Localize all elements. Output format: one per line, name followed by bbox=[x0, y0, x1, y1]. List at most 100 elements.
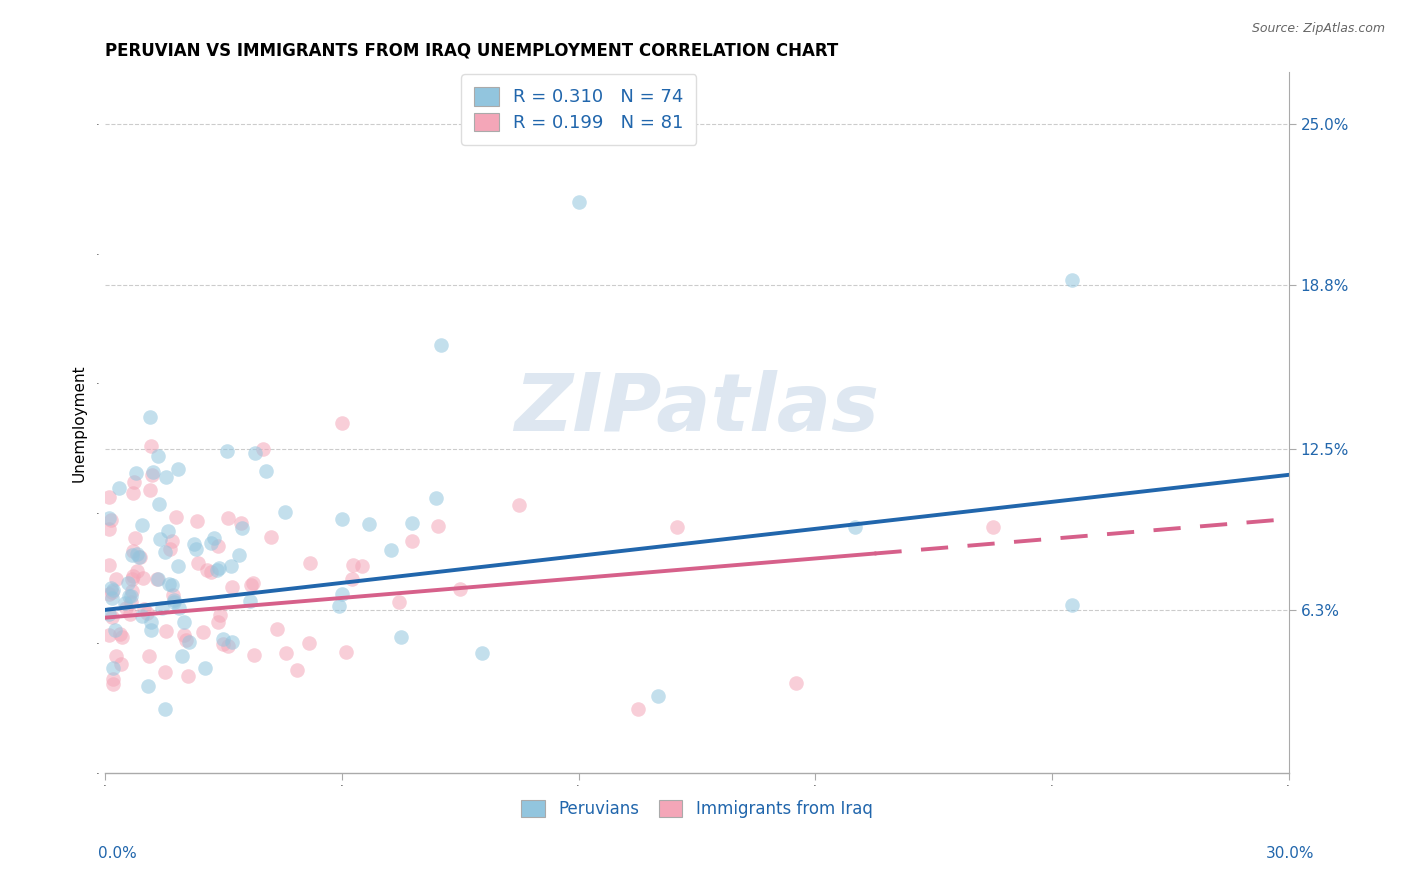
Point bbox=[100, 581, 122, 595]
Point bbox=[254, 464, 277, 478]
Point bbox=[380, 542, 402, 557]
Point bbox=[471, 646, 494, 660]
Point bbox=[425, 491, 447, 506]
Point bbox=[340, 573, 363, 587]
Point bbox=[110, 630, 132, 644]
Point bbox=[98, 607, 121, 621]
Point bbox=[117, 575, 139, 590]
Point bbox=[100, 513, 122, 527]
Point bbox=[217, 639, 239, 653]
Point bbox=[101, 591, 124, 606]
Point bbox=[195, 563, 218, 577]
Point bbox=[401, 534, 423, 549]
Point bbox=[153, 545, 176, 559]
Point bbox=[136, 679, 159, 693]
Point bbox=[163, 595, 186, 609]
Point bbox=[159, 542, 181, 557]
Point bbox=[200, 536, 222, 550]
Point bbox=[118, 589, 141, 603]
Point bbox=[1060, 273, 1083, 287]
Point bbox=[98, 587, 121, 601]
Text: PERUVIAN VS IMMIGRANTS FROM IRAQ UNEMPLOYMENT CORRELATION CHART: PERUVIAN VS IMMIGRANTS FROM IRAQ UNEMPLO… bbox=[105, 42, 838, 60]
Point bbox=[207, 539, 229, 553]
Text: Source: ZipAtlas.com: Source: ZipAtlas.com bbox=[1251, 22, 1385, 36]
Point bbox=[129, 550, 152, 565]
Point bbox=[1060, 598, 1083, 612]
Point bbox=[242, 575, 264, 590]
Point bbox=[184, 541, 207, 556]
Point bbox=[167, 601, 190, 615]
Point bbox=[98, 558, 121, 572]
Point bbox=[139, 409, 162, 424]
Point bbox=[138, 649, 160, 664]
Point bbox=[121, 549, 143, 563]
Point bbox=[141, 623, 163, 637]
Point bbox=[202, 531, 225, 545]
Point bbox=[330, 587, 353, 601]
Point bbox=[124, 531, 146, 545]
Point bbox=[207, 561, 229, 575]
Point bbox=[298, 635, 321, 649]
Point bbox=[163, 593, 186, 607]
Point bbox=[243, 446, 266, 460]
Point bbox=[150, 601, 173, 615]
Point bbox=[127, 547, 149, 561]
Point bbox=[335, 645, 357, 659]
Point bbox=[666, 520, 689, 534]
Point bbox=[207, 615, 229, 630]
Point bbox=[153, 702, 176, 716]
Point bbox=[108, 627, 131, 641]
Point bbox=[217, 511, 239, 525]
Point bbox=[274, 505, 297, 519]
Point bbox=[148, 497, 170, 511]
Point bbox=[208, 607, 231, 622]
Point bbox=[252, 442, 274, 456]
Point bbox=[98, 511, 121, 525]
Point bbox=[342, 558, 364, 572]
Point bbox=[173, 627, 195, 641]
Point bbox=[211, 632, 233, 647]
Point bbox=[359, 516, 381, 531]
Point bbox=[115, 601, 138, 615]
Point bbox=[193, 661, 215, 675]
Point bbox=[118, 607, 141, 622]
Point bbox=[179, 635, 201, 649]
Point bbox=[186, 514, 208, 528]
Point bbox=[429, 338, 451, 352]
Point bbox=[242, 648, 264, 662]
Point bbox=[167, 461, 190, 475]
Point bbox=[141, 439, 163, 453]
Point bbox=[114, 596, 136, 610]
Point bbox=[193, 625, 215, 640]
Point bbox=[136, 606, 159, 620]
Point bbox=[101, 672, 124, 686]
Point bbox=[427, 518, 450, 533]
Point bbox=[101, 677, 124, 691]
Point bbox=[183, 536, 205, 550]
Point bbox=[352, 559, 374, 574]
Point bbox=[266, 623, 288, 637]
Point bbox=[217, 443, 239, 458]
Point bbox=[145, 572, 167, 586]
Point bbox=[211, 637, 233, 651]
Point bbox=[259, 530, 281, 544]
Point bbox=[219, 559, 242, 574]
Point bbox=[299, 556, 322, 570]
Point bbox=[121, 572, 143, 586]
Point bbox=[167, 559, 190, 574]
Point bbox=[120, 595, 142, 609]
Point bbox=[187, 557, 209, 571]
Point bbox=[207, 563, 229, 577]
Point bbox=[508, 498, 530, 512]
Point bbox=[98, 490, 121, 504]
Point bbox=[229, 516, 252, 530]
Point bbox=[139, 483, 162, 497]
Point bbox=[122, 569, 145, 583]
Point bbox=[239, 594, 262, 608]
Point bbox=[330, 512, 353, 526]
Point bbox=[110, 657, 132, 672]
Point bbox=[128, 550, 150, 565]
Point bbox=[98, 628, 121, 642]
Point bbox=[125, 466, 148, 480]
Point bbox=[122, 475, 145, 489]
